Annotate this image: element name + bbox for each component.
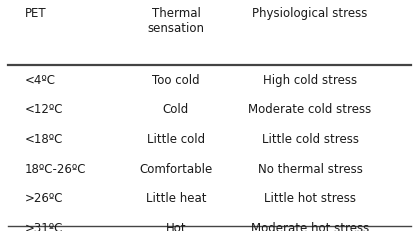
Text: Little cold stress: Little cold stress <box>261 133 359 146</box>
Text: No thermal stress: No thermal stress <box>258 163 362 176</box>
Text: Physiological stress: Physiological stress <box>252 7 368 20</box>
Text: >26ºC: >26ºC <box>25 192 64 205</box>
Text: Moderate cold stress: Moderate cold stress <box>248 103 372 116</box>
Text: Cold: Cold <box>163 103 189 116</box>
Text: Moderate hot stress: Moderate hot stress <box>251 222 369 231</box>
Text: High cold stress: High cold stress <box>263 74 357 87</box>
Text: Too cold: Too cold <box>152 74 200 87</box>
Text: 18ºC-26ºC: 18ºC-26ºC <box>25 163 87 176</box>
Text: Comfortable: Comfortable <box>140 163 212 176</box>
Text: Little heat: Little heat <box>146 192 206 205</box>
Text: <18ºC: <18ºC <box>25 133 64 146</box>
Text: <12ºC: <12ºC <box>25 103 64 116</box>
Text: Little cold: Little cold <box>147 133 205 146</box>
Text: Hot: Hot <box>166 222 186 231</box>
Text: PET: PET <box>25 7 47 20</box>
Text: >31ºC: >31ºC <box>25 222 64 231</box>
Text: <4ºC: <4ºC <box>25 74 56 87</box>
Text: Little hot stress: Little hot stress <box>264 192 356 205</box>
Text: Thermal
sensation: Thermal sensation <box>147 7 204 35</box>
